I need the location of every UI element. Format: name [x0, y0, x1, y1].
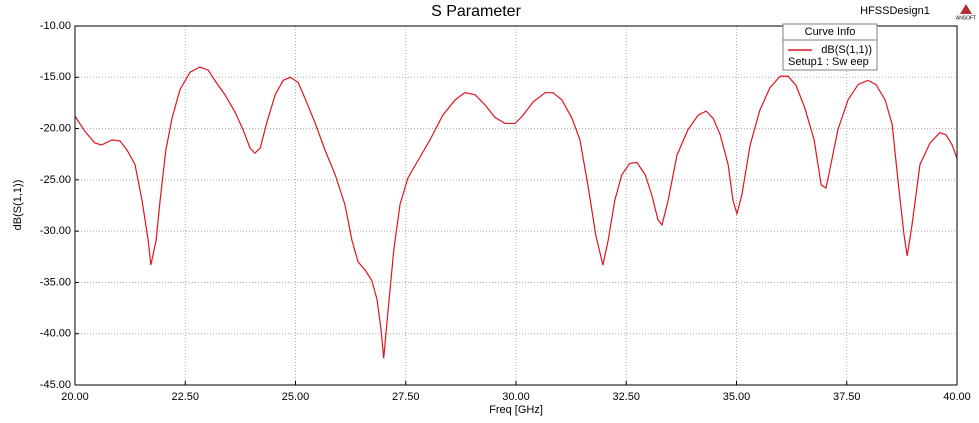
logo-icon	[960, 4, 972, 14]
legend-setup: Setup1 : Sw eep	[788, 56, 869, 68]
chart-title: S Parameter	[431, 3, 521, 20]
y-tick-label: -40.00	[40, 328, 71, 340]
legend-title: Curve Info	[805, 26, 856, 38]
y-tick-label: -10.00	[40, 20, 71, 32]
design-name: HFSSDesign1	[860, 5, 930, 17]
ticks: 20.00 22.50 25.00 27.50 30.00 32.50 35.00 37.50…	[40, 20, 971, 403]
x-tick-label: 30.00	[502, 391, 530, 403]
x-tick-label: 35.00	[723, 391, 751, 403]
series-line	[74, 66, 958, 359]
legend-box	[782, 23, 878, 71]
x-axis-label: Freq [GHz]	[489, 404, 543, 416]
x-tick-label: 20.00	[61, 391, 89, 403]
y-tick-label: -45.00	[40, 379, 71, 391]
logo-text: ANSOFT	[956, 15, 976, 21]
y-tick-label: -35.00	[40, 276, 71, 288]
legend: Curve Info dB(S(1,1)) Setup1 : Sw eep	[782, 23, 878, 71]
y-axis-label: dB(S(1,1))	[12, 180, 24, 231]
y-tick-label: -30.00	[40, 225, 71, 237]
x-tick-label: 22.50	[171, 391, 199, 403]
legend-entry: dB(S(1,1))	[821, 44, 872, 56]
x-tick-label: 25.00	[282, 391, 310, 403]
x-tick-label: 37.50	[833, 391, 861, 403]
plot-area	[74, 66, 958, 359]
x-tick-label: 40.00	[943, 391, 971, 403]
plot-frame	[74, 25, 958, 386]
y-tick-label: -15.00	[40, 71, 71, 83]
y-tick-label: -20.00	[40, 122, 71, 134]
y-tick-label: -25.00	[40, 174, 71, 186]
x-tick-label: 32.50	[612, 391, 640, 403]
x-tick-label: 27.50	[392, 391, 420, 403]
